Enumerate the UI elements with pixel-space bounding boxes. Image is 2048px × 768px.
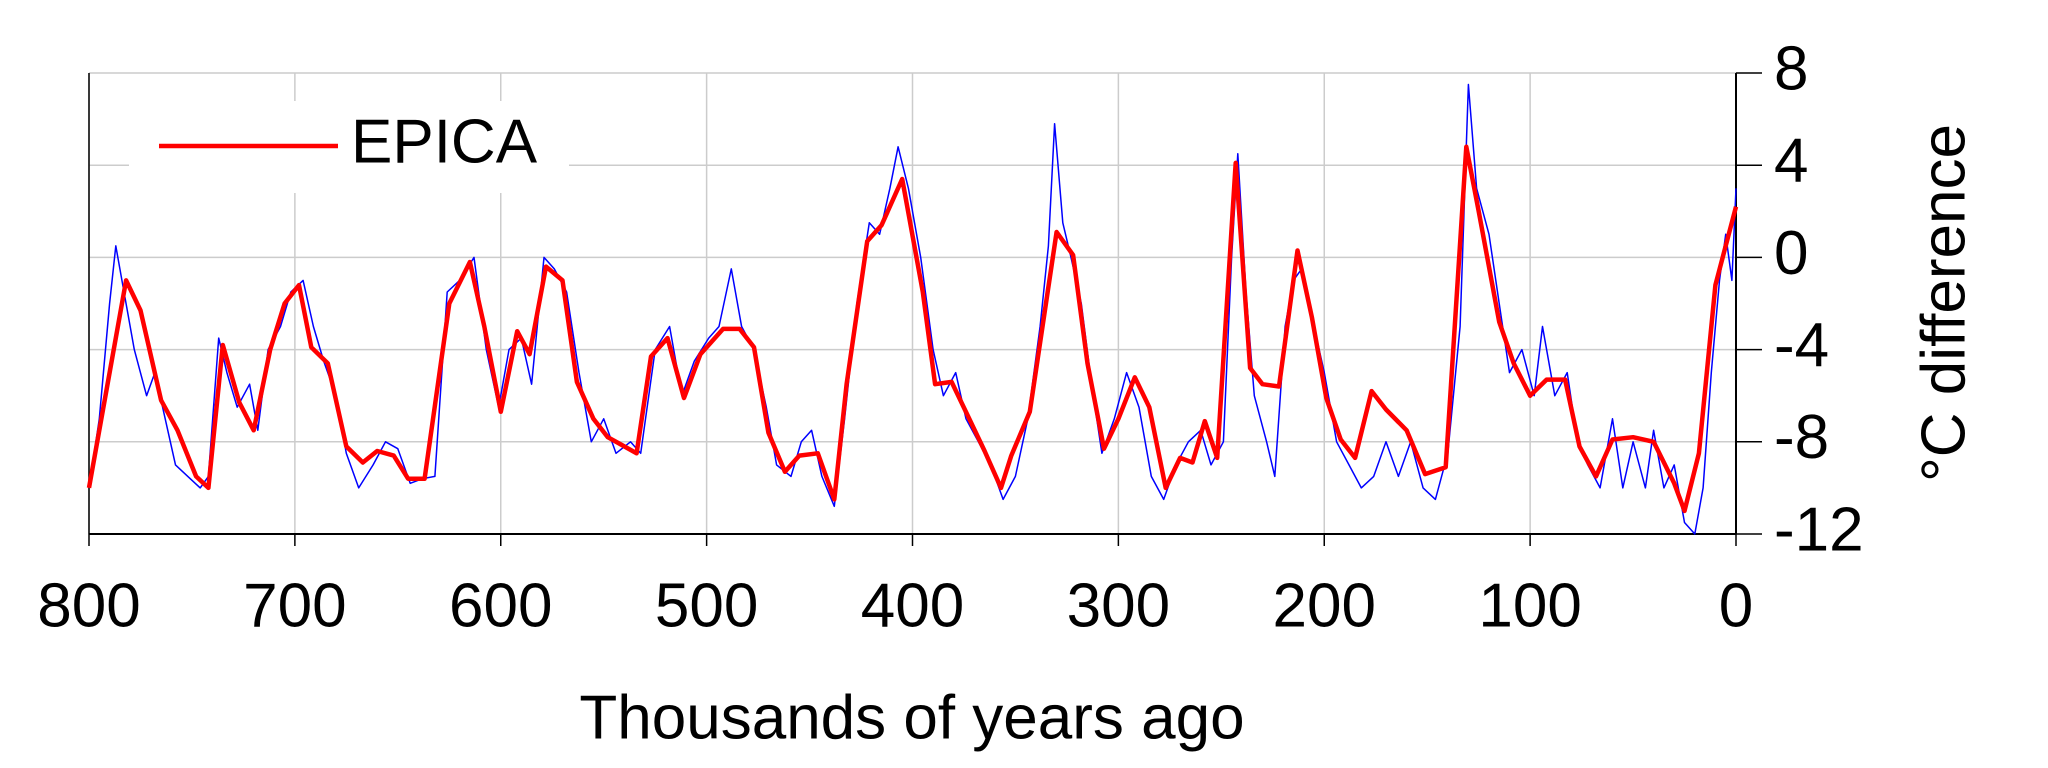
y-tick-label: -4 (1774, 311, 1829, 380)
legend-label: EPICA (351, 107, 538, 176)
y-tick-label: 8 (1774, 34, 1808, 103)
data-line (86, 144, 1739, 514)
x-tick-label: 600 (449, 571, 552, 640)
x-tick-label: 800 (37, 571, 140, 640)
x-axis-label: Thousands of years ago (579, 683, 1244, 752)
y-tick-label: -12 (1774, 495, 1864, 564)
x-tick-label: 300 (1067, 571, 1170, 640)
x-tick-label: 0 (1719, 571, 1753, 640)
y-axis-label: °C difference (1909, 124, 1978, 482)
x-tick-label: 400 (861, 571, 964, 640)
x-tick-label: 200 (1273, 571, 1376, 640)
x-tick-label: 500 (655, 571, 758, 640)
y-tick-label: 4 (1774, 127, 1808, 196)
x-tick-label: 700 (243, 571, 346, 640)
data-line (88, 83, 1737, 535)
y-tick-label: -8 (1774, 403, 1829, 472)
x-tick-label: 100 (1478, 571, 1581, 640)
y-tick-label: 0 (1774, 219, 1808, 288)
